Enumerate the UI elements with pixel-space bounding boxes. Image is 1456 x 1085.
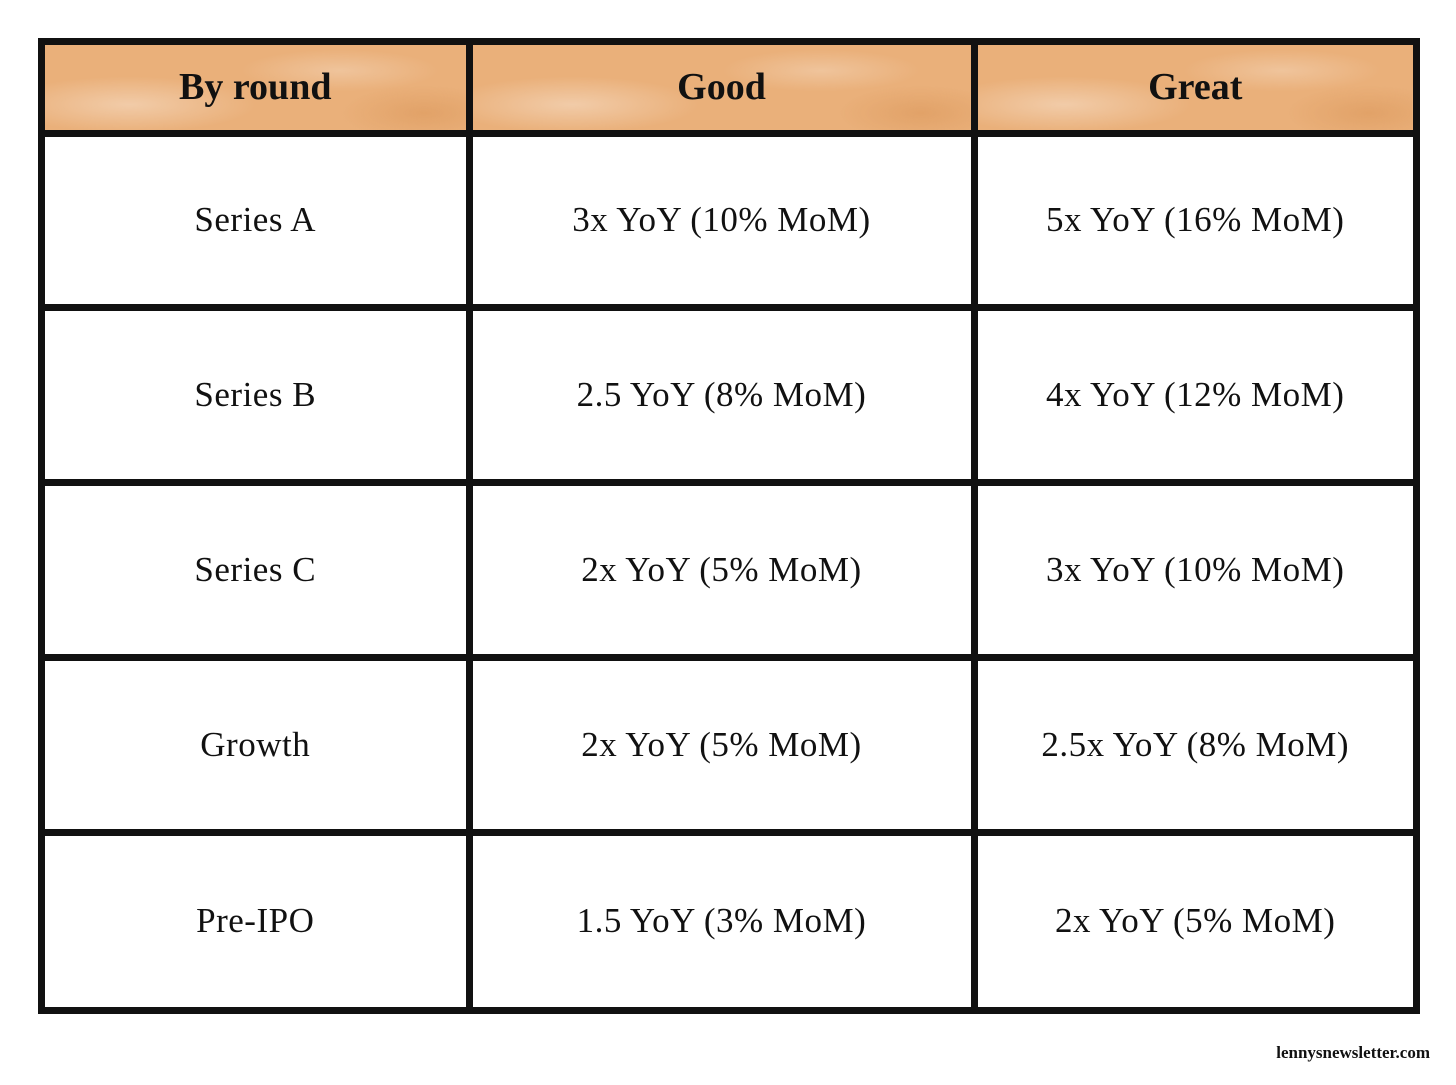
growth-benchmarks-table-container: By round Good Great Series A 3x YoY (10%…: [38, 38, 1420, 1014]
table-row: Series A 3x YoY (10% MoM) 5x YoY (16% Mo…: [45, 129, 1413, 312]
good-cell: 1.5 YoY (3% MoM): [465, 828, 978, 1007]
great-cell: 4x YoY (12% MoM): [970, 304, 1413, 487]
great-cell: 3x YoY (10% MoM): [970, 479, 1413, 661]
table-row: Growth 2x YoY (5% MoM) 2.5x YoY (8% MoM): [45, 653, 1413, 836]
source-watermark: lennysnewsletter.com: [1276, 1043, 1430, 1062]
great-cell: 2.5x YoY (8% MoM): [970, 653, 1413, 836]
growth-benchmarks-table: By round Good Great Series A 3x YoY (10%…: [45, 45, 1413, 1007]
table-row: Series B 2.5 YoY (8% MoM) 4x YoY (12% Mo…: [45, 304, 1413, 487]
round-cell: Growth: [45, 653, 473, 836]
table-row: Series C 2x YoY (5% MoM) 3x YoY (10% MoM…: [45, 479, 1413, 661]
good-cell: 2.5 YoY (8% MoM): [465, 304, 978, 487]
table-row: Pre-IPO 1.5 YoY (3% MoM) 2x YoY (5% MoM): [45, 828, 1413, 1007]
round-cell: Pre-IPO: [45, 828, 473, 1007]
great-cell: 2x YoY (5% MoM): [970, 828, 1413, 1007]
round-cell: Series C: [45, 479, 473, 661]
good-cell: 2x YoY (5% MoM): [465, 653, 978, 836]
header-by-round: By round: [45, 45, 473, 137]
header-great: Great: [970, 45, 1413, 137]
great-cell: 5x YoY (16% MoM): [970, 129, 1413, 312]
round-cell: Series A: [45, 129, 473, 312]
round-cell: Series B: [45, 304, 473, 487]
good-cell: 2x YoY (5% MoM): [465, 479, 978, 661]
good-cell: 3x YoY (10% MoM): [465, 129, 978, 312]
header-good: Good: [465, 45, 978, 137]
table-header-row: By round Good Great: [45, 45, 1413, 137]
